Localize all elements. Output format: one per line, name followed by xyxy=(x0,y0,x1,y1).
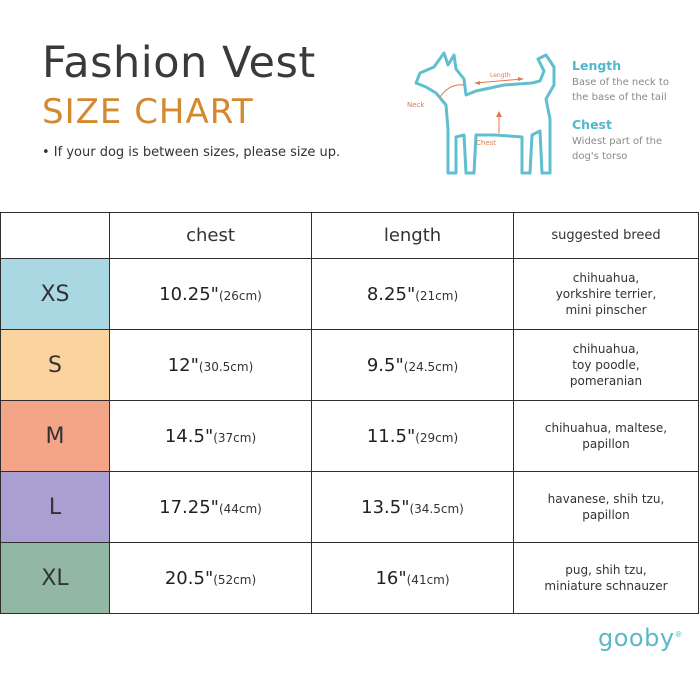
breed-line: pomeranian xyxy=(569,374,643,388)
chest-cm: (26cm) xyxy=(218,288,262,303)
breed-cell: chihuahua, maltese, papillon xyxy=(513,400,699,472)
table-row: S 12"(30.5cm) 9.5"(24.5cm) chihuahua, toy… xyxy=(0,329,699,401)
breed-line: chihuahua, xyxy=(572,342,640,356)
size-chart-table: chest length suggested breed XS 10.25"(2… xyxy=(0,212,699,614)
chest-cm: (52cm) xyxy=(213,572,257,587)
legend-length-line2: the base of the tail xyxy=(572,92,667,103)
chest-cm: (44cm) xyxy=(218,501,262,516)
header-length: length xyxy=(311,212,514,259)
table-row: XL 20.5"(52cm) 16"(41cm) pug, shih tzu, m… xyxy=(0,542,699,614)
breed-cell: chihuahua, toy poodle, pomeranian xyxy=(513,329,699,401)
chest-label: Chest xyxy=(476,139,496,147)
brand-logo: gooby® xyxy=(598,624,683,652)
breed-line: miniature schnauzer xyxy=(544,579,668,593)
length-label: Length xyxy=(490,72,511,79)
breed-line: yorkshire terrier, xyxy=(555,287,657,301)
legend-chest-line1: Widest part of the xyxy=(572,136,663,147)
dog-measurement-diagram: Neck Length Chest xyxy=(407,51,556,175)
length-cm: (29cm) xyxy=(415,430,459,445)
chest-inches: 17.25" xyxy=(159,496,219,518)
chest-cm: (30.5cm) xyxy=(198,359,254,374)
chest-cell: 17.25"(44cm) xyxy=(109,471,312,543)
breed-cell: chihuahua, yorkshire terrier, mini pinsche… xyxy=(513,258,699,330)
legend-chest: Chest Widest part of the dog's torso xyxy=(572,117,662,164)
header-chest: chest xyxy=(109,212,312,259)
chest-inches: 20.5" xyxy=(164,567,214,589)
chest-cell: 10.25"(26cm) xyxy=(109,258,312,330)
chest-cell: 12"(30.5cm) xyxy=(109,329,312,401)
breed-line: toy poodle, xyxy=(572,358,640,372)
length-cell: 8.25"(21cm) xyxy=(311,258,514,330)
length-cell: 13.5"(34.5cm) xyxy=(311,471,514,543)
length-inches: 13.5" xyxy=(361,496,410,518)
table-row: L 17.25"(44cm) 13.5"(34.5cm) havanese, s… xyxy=(0,471,699,543)
length-cm: (24.5cm) xyxy=(403,359,459,374)
table-row: XS 10.25"(26cm) 8.25"(21cm) chihuahua, yo… xyxy=(0,258,699,330)
length-inches: 11.5" xyxy=(366,425,416,447)
chest-cm: (37cm) xyxy=(213,430,257,445)
legend-length: Length Base of the neck to the base of t… xyxy=(572,58,669,105)
breed-line: chihuahua, maltese, xyxy=(544,421,668,435)
size-cell: M xyxy=(0,400,110,472)
size-cell: L xyxy=(0,471,110,543)
breed-cell: pug, shih tzu, miniature schnauzer xyxy=(513,542,699,614)
neck-label: Neck xyxy=(407,101,425,109)
page-title: Fashion Vest xyxy=(42,38,316,88)
dog-outline-icon xyxy=(414,51,556,175)
header-breed: suggested breed xyxy=(513,212,699,259)
legend-chest-desc: Widest part of the dog's torso xyxy=(572,134,662,164)
table-row: M 14.5"(37cm) 11.5"(29cm) chihuahua, mal… xyxy=(0,400,699,472)
chest-inches: 14.5" xyxy=(164,425,214,447)
legend-length-line1: Base of the neck to xyxy=(572,77,669,88)
chest-inches: 10.25" xyxy=(159,283,219,305)
length-cm: (21cm) xyxy=(415,288,459,303)
breed-line: pug, shih tzu, xyxy=(565,563,647,577)
length-cell: 9.5"(24.5cm) xyxy=(311,329,514,401)
length-cell: 11.5"(29cm) xyxy=(311,400,514,472)
breed-line: havanese, shih tzu, xyxy=(547,492,665,506)
page-subtitle: SIZE CHART xyxy=(42,92,254,132)
breed-line: papillon xyxy=(582,437,630,451)
breed-line: papillon xyxy=(582,508,630,522)
legend-chest-heading: Chest xyxy=(572,117,612,132)
length-cm: (34.5cm) xyxy=(409,501,464,516)
registered-mark: ® xyxy=(674,630,684,639)
table-header-row: chest length suggested breed xyxy=(0,212,699,259)
brand-logo-text: gooby xyxy=(598,624,675,652)
length-inches: 16" xyxy=(375,567,407,589)
chest-cell: 14.5"(37cm) xyxy=(109,400,312,472)
sizing-note: • If your dog is between sizes, please s… xyxy=(42,145,341,160)
breed-line: mini pinscher xyxy=(565,303,647,317)
length-cm: (41cm) xyxy=(406,572,450,587)
breed-line: chihuahua, xyxy=(572,271,640,285)
size-cell: XL xyxy=(0,542,110,614)
legend-length-heading: Length xyxy=(572,58,622,73)
header-blank xyxy=(0,212,110,259)
breed-cell: havanese, shih tzu, papillon xyxy=(513,471,699,543)
length-cell: 16"(41cm) xyxy=(311,542,514,614)
length-inches: 8.25" xyxy=(366,283,416,305)
length-inches: 9.5" xyxy=(366,354,404,376)
legend-length-desc: Base of the neck to the base of the tail xyxy=(572,75,669,105)
size-cell: S xyxy=(0,329,110,401)
legend-chest-line2: dog's torso xyxy=(572,151,628,162)
chest-inches: 12" xyxy=(167,354,199,376)
chest-cell: 20.5"(52cm) xyxy=(109,542,312,614)
size-cell: XS xyxy=(0,258,110,330)
